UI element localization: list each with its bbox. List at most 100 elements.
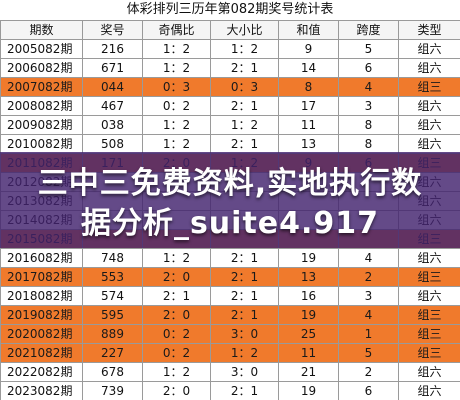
header-odd-even: 奇偶比 bbox=[142, 20, 211, 40]
cell-number: 748 bbox=[82, 248, 143, 268]
cell-big-small: 3：0 bbox=[210, 362, 279, 382]
cell-odd-even: 1：2 bbox=[142, 115, 211, 135]
cell-sum: 16 bbox=[278, 286, 339, 306]
cell-big-small: 2：1 bbox=[210, 58, 279, 78]
cell-odd-even: 2：0 bbox=[142, 267, 211, 287]
cell-big-small: 2：1 bbox=[210, 96, 279, 116]
cell-period: 2005082期 bbox=[0, 39, 83, 59]
cell-number: 595 bbox=[82, 305, 143, 325]
cell-number: 044 bbox=[82, 77, 143, 97]
cell-sum: 9 bbox=[278, 39, 339, 59]
table-row: 2021082期 227 0：2 1：2 11 5 组三 bbox=[0, 343, 460, 363]
cell-big-small: 2：1 bbox=[210, 305, 279, 325]
cell-type: 组六 bbox=[398, 115, 460, 135]
cell-number: 553 bbox=[82, 267, 143, 287]
cell-sum: 19 bbox=[278, 381, 339, 400]
cell-period: 2009082期 bbox=[0, 115, 83, 135]
cell-span: 2 bbox=[338, 267, 399, 287]
table-row: 2020082期 889 0：2 3：0 25 1 组三 bbox=[0, 324, 460, 344]
cell-sum: 25 bbox=[278, 324, 339, 344]
cell-number: 574 bbox=[82, 286, 143, 306]
table-row: 2008082期 467 0：2 2：1 17 3 组六 bbox=[0, 96, 460, 116]
table-title: 体彩排列三历年第082期奖号统计表 bbox=[0, 0, 460, 21]
cell-odd-even: 0：3 bbox=[142, 77, 211, 97]
cell-period: 2022082期 bbox=[0, 362, 83, 382]
header-sum: 和值 bbox=[278, 20, 339, 40]
cell-sum: 11 bbox=[278, 115, 339, 135]
cell-odd-even: 2：1 bbox=[142, 286, 211, 306]
cell-number: 227 bbox=[82, 343, 143, 363]
cell-span: 5 bbox=[338, 343, 399, 363]
cell-type: 组六 bbox=[398, 39, 460, 59]
table-row: 2019082期 595 2：0 2：1 19 4 组三 bbox=[0, 305, 460, 325]
table-row: 2007082期 044 0：3 0：3 8 4 组三 bbox=[0, 77, 460, 97]
header-row: 期数 奖号 奇偶比 大小比 和值 跨度 类型 bbox=[0, 20, 460, 40]
cell-span: 4 bbox=[338, 77, 399, 97]
cell-type: 组六 bbox=[398, 362, 460, 382]
table-row: 2010082期 508 1：2 2：1 13 8 组六 bbox=[0, 134, 460, 154]
cell-period: 2007082期 bbox=[0, 77, 83, 97]
cell-type: 组三 bbox=[398, 324, 460, 344]
banner-line-1: 三中三免费资料,实地执行数 bbox=[37, 166, 423, 201]
cell-number: 739 bbox=[82, 381, 143, 400]
cell-odd-even: 2：0 bbox=[142, 381, 211, 400]
cell-odd-even: 1：2 bbox=[142, 58, 211, 78]
header-period: 期数 bbox=[0, 20, 83, 40]
table-row: 2023082期 739 2：0 2：1 19 6 组六 bbox=[0, 381, 460, 400]
cell-big-small: 2：1 bbox=[210, 381, 279, 400]
table-row: 2005082期 216 1：2 1：2 9 5 组六 bbox=[0, 39, 460, 59]
cell-type: 组六 bbox=[398, 58, 460, 78]
cell-big-small: 0：3 bbox=[210, 77, 279, 97]
cell-number: 038 bbox=[82, 115, 143, 135]
cell-span: 4 bbox=[338, 248, 399, 268]
cell-period: 2023082期 bbox=[0, 381, 83, 400]
cell-number: 467 bbox=[82, 96, 143, 116]
cell-big-small: 1：2 bbox=[210, 39, 279, 59]
cell-span: 3 bbox=[338, 286, 399, 306]
cell-type: 组六 bbox=[398, 96, 460, 116]
table-row: 2009082期 038 1：2 1：2 11 8 组六 bbox=[0, 115, 460, 135]
cell-span: 4 bbox=[338, 305, 399, 325]
cell-period: 2019082期 bbox=[0, 305, 83, 325]
cell-odd-even: 1：2 bbox=[142, 362, 211, 382]
cell-type: 组六 bbox=[398, 381, 460, 400]
cell-number: 889 bbox=[82, 324, 143, 344]
banner-line-2: 据分析_suite4.917 bbox=[80, 206, 380, 241]
cell-type: 组六 bbox=[398, 134, 460, 154]
table-row: 2017082期 553 2：0 2：1 13 2 组三 bbox=[0, 267, 460, 287]
cell-odd-even: 0：2 bbox=[142, 343, 211, 363]
cell-big-small: 2：1 bbox=[210, 248, 279, 268]
cell-span: 5 bbox=[338, 39, 399, 59]
cell-number: 678 bbox=[82, 362, 143, 382]
cell-big-small: 1：2 bbox=[210, 343, 279, 363]
table-row: 2006082期 671 1：2 2：1 14 6 组六 bbox=[0, 58, 460, 78]
cell-sum: 13 bbox=[278, 267, 339, 287]
cell-number: 508 bbox=[82, 134, 143, 154]
cell-big-small: 2：1 bbox=[210, 134, 279, 154]
cell-span: 6 bbox=[338, 58, 399, 78]
header-span: 跨度 bbox=[338, 20, 399, 40]
cell-period: 2018082期 bbox=[0, 286, 83, 306]
cell-type: 组三 bbox=[398, 77, 460, 97]
cell-sum: 8 bbox=[278, 77, 339, 97]
cell-odd-even: 2：0 bbox=[142, 305, 211, 325]
cell-period: 2016082期 bbox=[0, 248, 83, 268]
cell-span: 2 bbox=[338, 362, 399, 382]
cell-type: 组六 bbox=[398, 248, 460, 268]
header-big-small: 大小比 bbox=[210, 20, 279, 40]
cell-sum: 19 bbox=[278, 305, 339, 325]
header-number: 奖号 bbox=[82, 20, 143, 40]
overlay-banner bbox=[0, 152, 460, 248]
cell-type: 组三 bbox=[398, 267, 460, 287]
cell-number: 216 bbox=[82, 39, 143, 59]
cell-sum: 21 bbox=[278, 362, 339, 382]
cell-period: 2010082期 bbox=[0, 134, 83, 154]
cell-span: 3 bbox=[338, 96, 399, 116]
table-row: 2016082期 748 1：2 2：1 19 4 组六 bbox=[0, 248, 460, 268]
cell-type: 组三 bbox=[398, 343, 460, 363]
cell-odd-even: 0：2 bbox=[142, 96, 211, 116]
table-row: 2022082期 678 1：2 3：0 21 2 组六 bbox=[0, 362, 460, 382]
cell-odd-even: 0：2 bbox=[142, 324, 211, 344]
cell-big-small: 2：1 bbox=[210, 286, 279, 306]
